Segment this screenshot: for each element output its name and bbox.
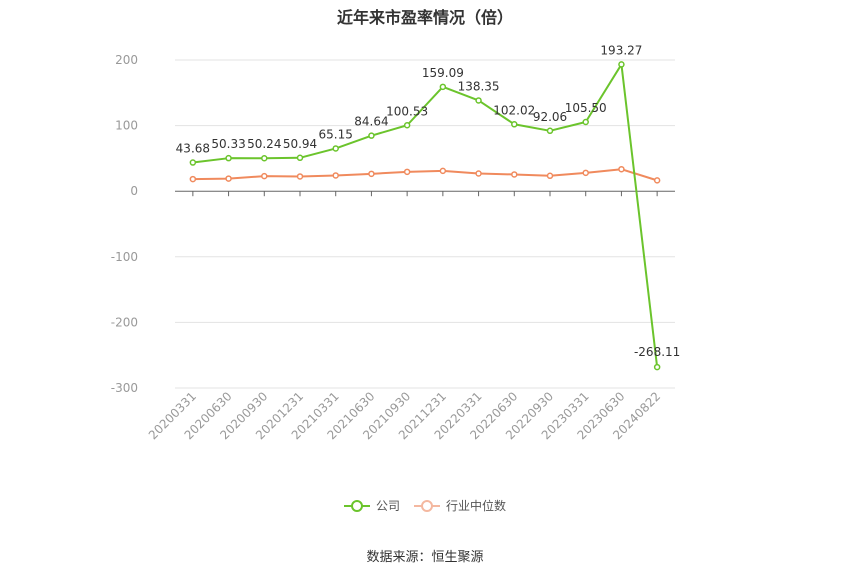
data-point-industry-median — [189, 175, 197, 183]
data-point-company — [403, 122, 411, 129]
y-tick-label: -200 — [111, 315, 138, 329]
chart-title: 近年来市盈率情况（倍） — [336, 8, 513, 27]
data-point-industry-median — [439, 167, 447, 175]
y-tick-label: 0 — [130, 184, 138, 198]
y-tick-label: 200 — [115, 53, 138, 67]
data-point-company — [368, 132, 375, 139]
data-point-industry-median — [511, 171, 518, 178]
data-label: 92.06 — [533, 110, 567, 124]
data-point-company — [332, 145, 339, 152]
series-line-industry-median — [192, 168, 658, 182]
data-point-industry-median — [582, 169, 589, 177]
data-point-industry-median — [296, 173, 304, 180]
data-point-company — [475, 97, 482, 104]
data-point-company — [653, 363, 661, 371]
data-point-industry-median — [368, 170, 375, 178]
legend-swatch-industry-median — [414, 499, 440, 513]
legend-swatch-company — [343, 499, 370, 513]
data-point-company — [618, 61, 625, 68]
legend-label-company: 公司 — [375, 499, 400, 513]
data-label: -268.11 — [634, 345, 680, 359]
data-point-industry-median — [261, 172, 268, 180]
chart-legend: 公司 行业中位数 — [0, 497, 850, 514]
data-label: 193.27 — [600, 43, 642, 57]
data-point-industry-median — [225, 175, 232, 182]
data-label: 105.50 — [565, 101, 607, 115]
data-point-industry-median — [653, 177, 661, 184]
data-point-industry-median — [403, 168, 411, 176]
data-point-industry-median — [618, 165, 625, 173]
data-label: 50.94 — [283, 137, 317, 151]
data-point-industry-median — [332, 172, 339, 179]
data-label: 43.68 — [176, 142, 210, 156]
data-label: 50.33 — [211, 137, 245, 151]
legend-item-industry-median[interactable]: 行业中位数 — [414, 497, 506, 514]
data-point-company — [261, 154, 268, 162]
data-source: 数据来源：恒生聚源 — [366, 550, 484, 565]
legend-label-industry-median: 行业中位数 — [446, 499, 507, 513]
data-point-company — [225, 154, 232, 162]
data-point-company — [582, 118, 589, 126]
data-label: 100.53 — [386, 104, 428, 118]
data-point-company — [439, 83, 447, 91]
data-label: 138.35 — [458, 79, 500, 93]
legend-item-company[interactable]: 公司 — [343, 497, 400, 514]
y-tick-label: -300 — [111, 381, 138, 395]
data-point-company — [189, 159, 197, 166]
data-point-company — [546, 127, 554, 135]
data-label: 84.64 — [354, 115, 388, 129]
data-label: 159.09 — [422, 66, 464, 80]
data-label: 102.02 — [493, 103, 535, 117]
y-tick-label: 100 — [115, 119, 138, 133]
data-point-industry-median — [475, 170, 482, 177]
data-point-company — [296, 154, 304, 162]
data-label: 65.15 — [319, 127, 353, 141]
data-label: 50.24 — [247, 137, 281, 151]
y-tick-label: -100 — [111, 250, 138, 264]
data-point-company — [511, 121, 518, 128]
series-line-company — [192, 63, 659, 368]
data-point-industry-median — [546, 172, 554, 180]
